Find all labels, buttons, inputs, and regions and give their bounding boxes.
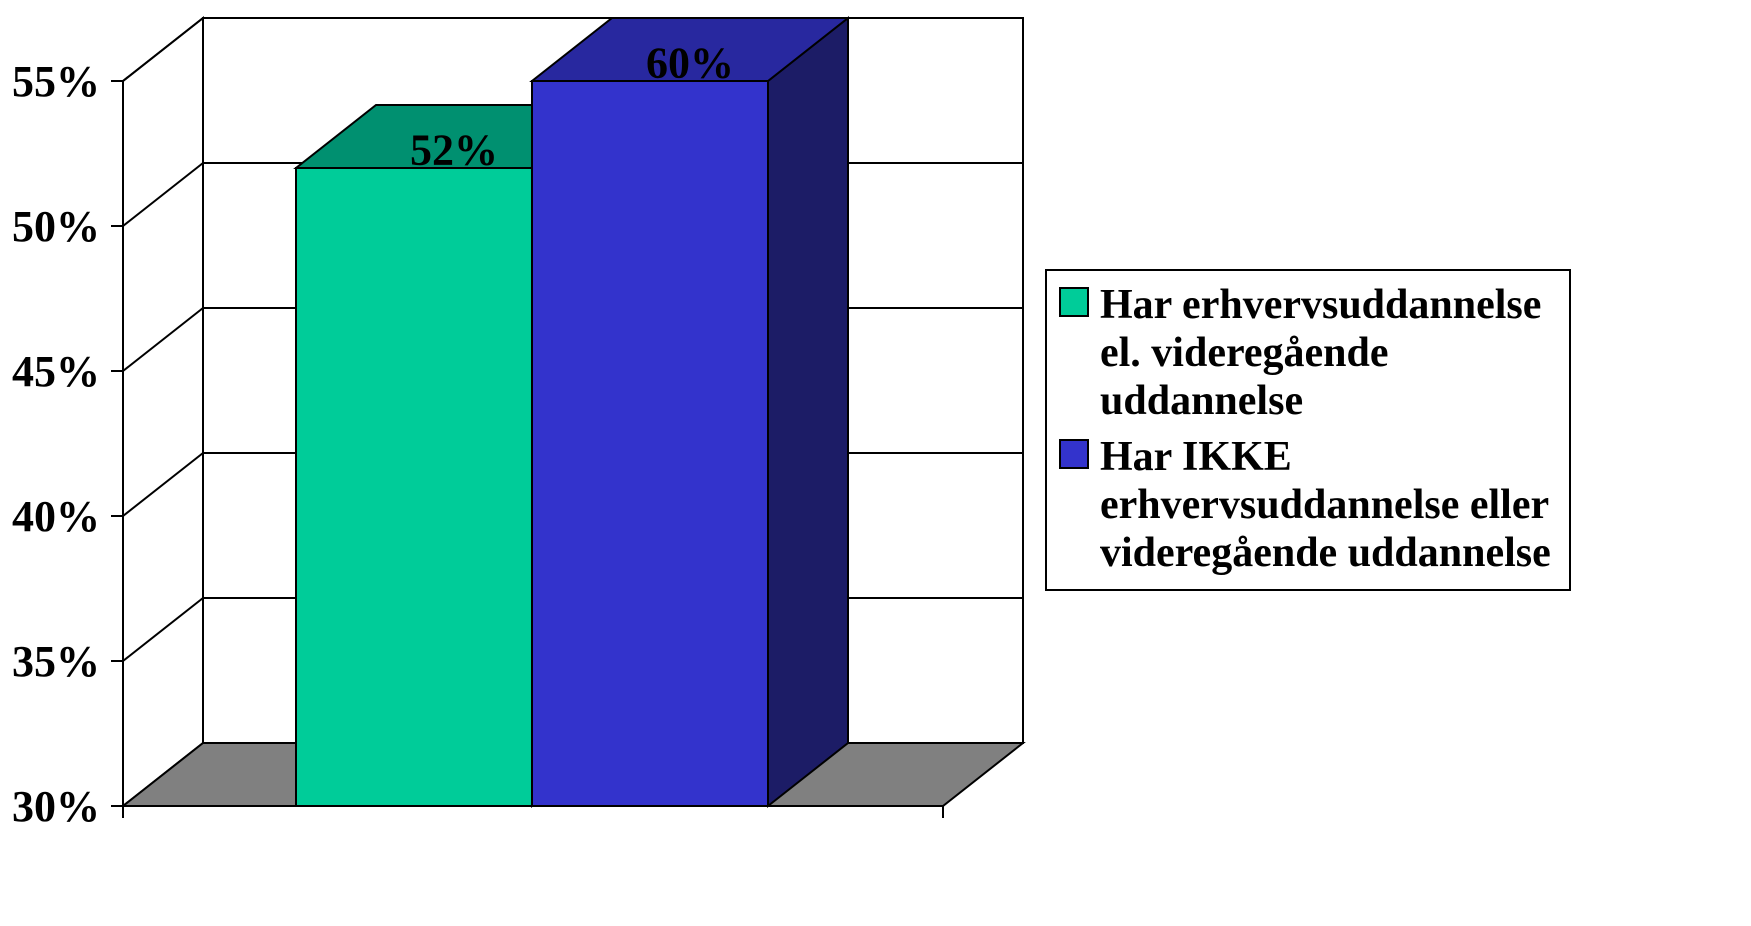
bars <box>293 15 851 809</box>
y-axis-tick-labels: 30% 35% 40% 45% 50% 55% <box>12 57 123 831</box>
legend-label: videregående uddannelse <box>1100 530 1551 576</box>
y-tick-label: 40% <box>12 492 100 541</box>
side-gridline <box>122 307 204 372</box>
chart-side-wall <box>122 15 204 809</box>
y-tick-label: 55% <box>12 57 100 106</box>
data-labels: 52% 60% <box>410 39 734 175</box>
legend-swatch <box>1059 287 1089 317</box>
bar-2 <box>529 15 851 809</box>
y-tick-label: 45% <box>12 347 100 396</box>
bar-side-face <box>767 15 849 809</box>
y-tick-label: 30% <box>12 782 100 831</box>
side-wall-panel <box>122 15 204 809</box>
data-label: 52% <box>410 126 498 175</box>
bar-front-face <box>531 80 769 807</box>
legend-swatch <box>1059 439 1089 469</box>
side-gridline <box>122 162 204 227</box>
legend-label: erhvervsuddannelse eller <box>1100 482 1549 528</box>
side-gridline <box>122 597 204 662</box>
side-gridline <box>122 452 204 517</box>
legend-label: Har erhvervsuddannelse <box>1100 282 1541 328</box>
y-tick-label: 35% <box>12 637 100 686</box>
bar-front-face <box>295 167 533 807</box>
data-label: 60% <box>646 39 734 88</box>
legend-label: uddannelse <box>1100 378 1303 424</box>
legend-box <box>1045 269 1571 591</box>
side-gridline <box>122 17 204 82</box>
legend-label: el. videregående <box>1100 330 1389 376</box>
y-tick-label: 50% <box>12 202 100 251</box>
legend-label: Har IKKE <box>1100 434 1292 480</box>
